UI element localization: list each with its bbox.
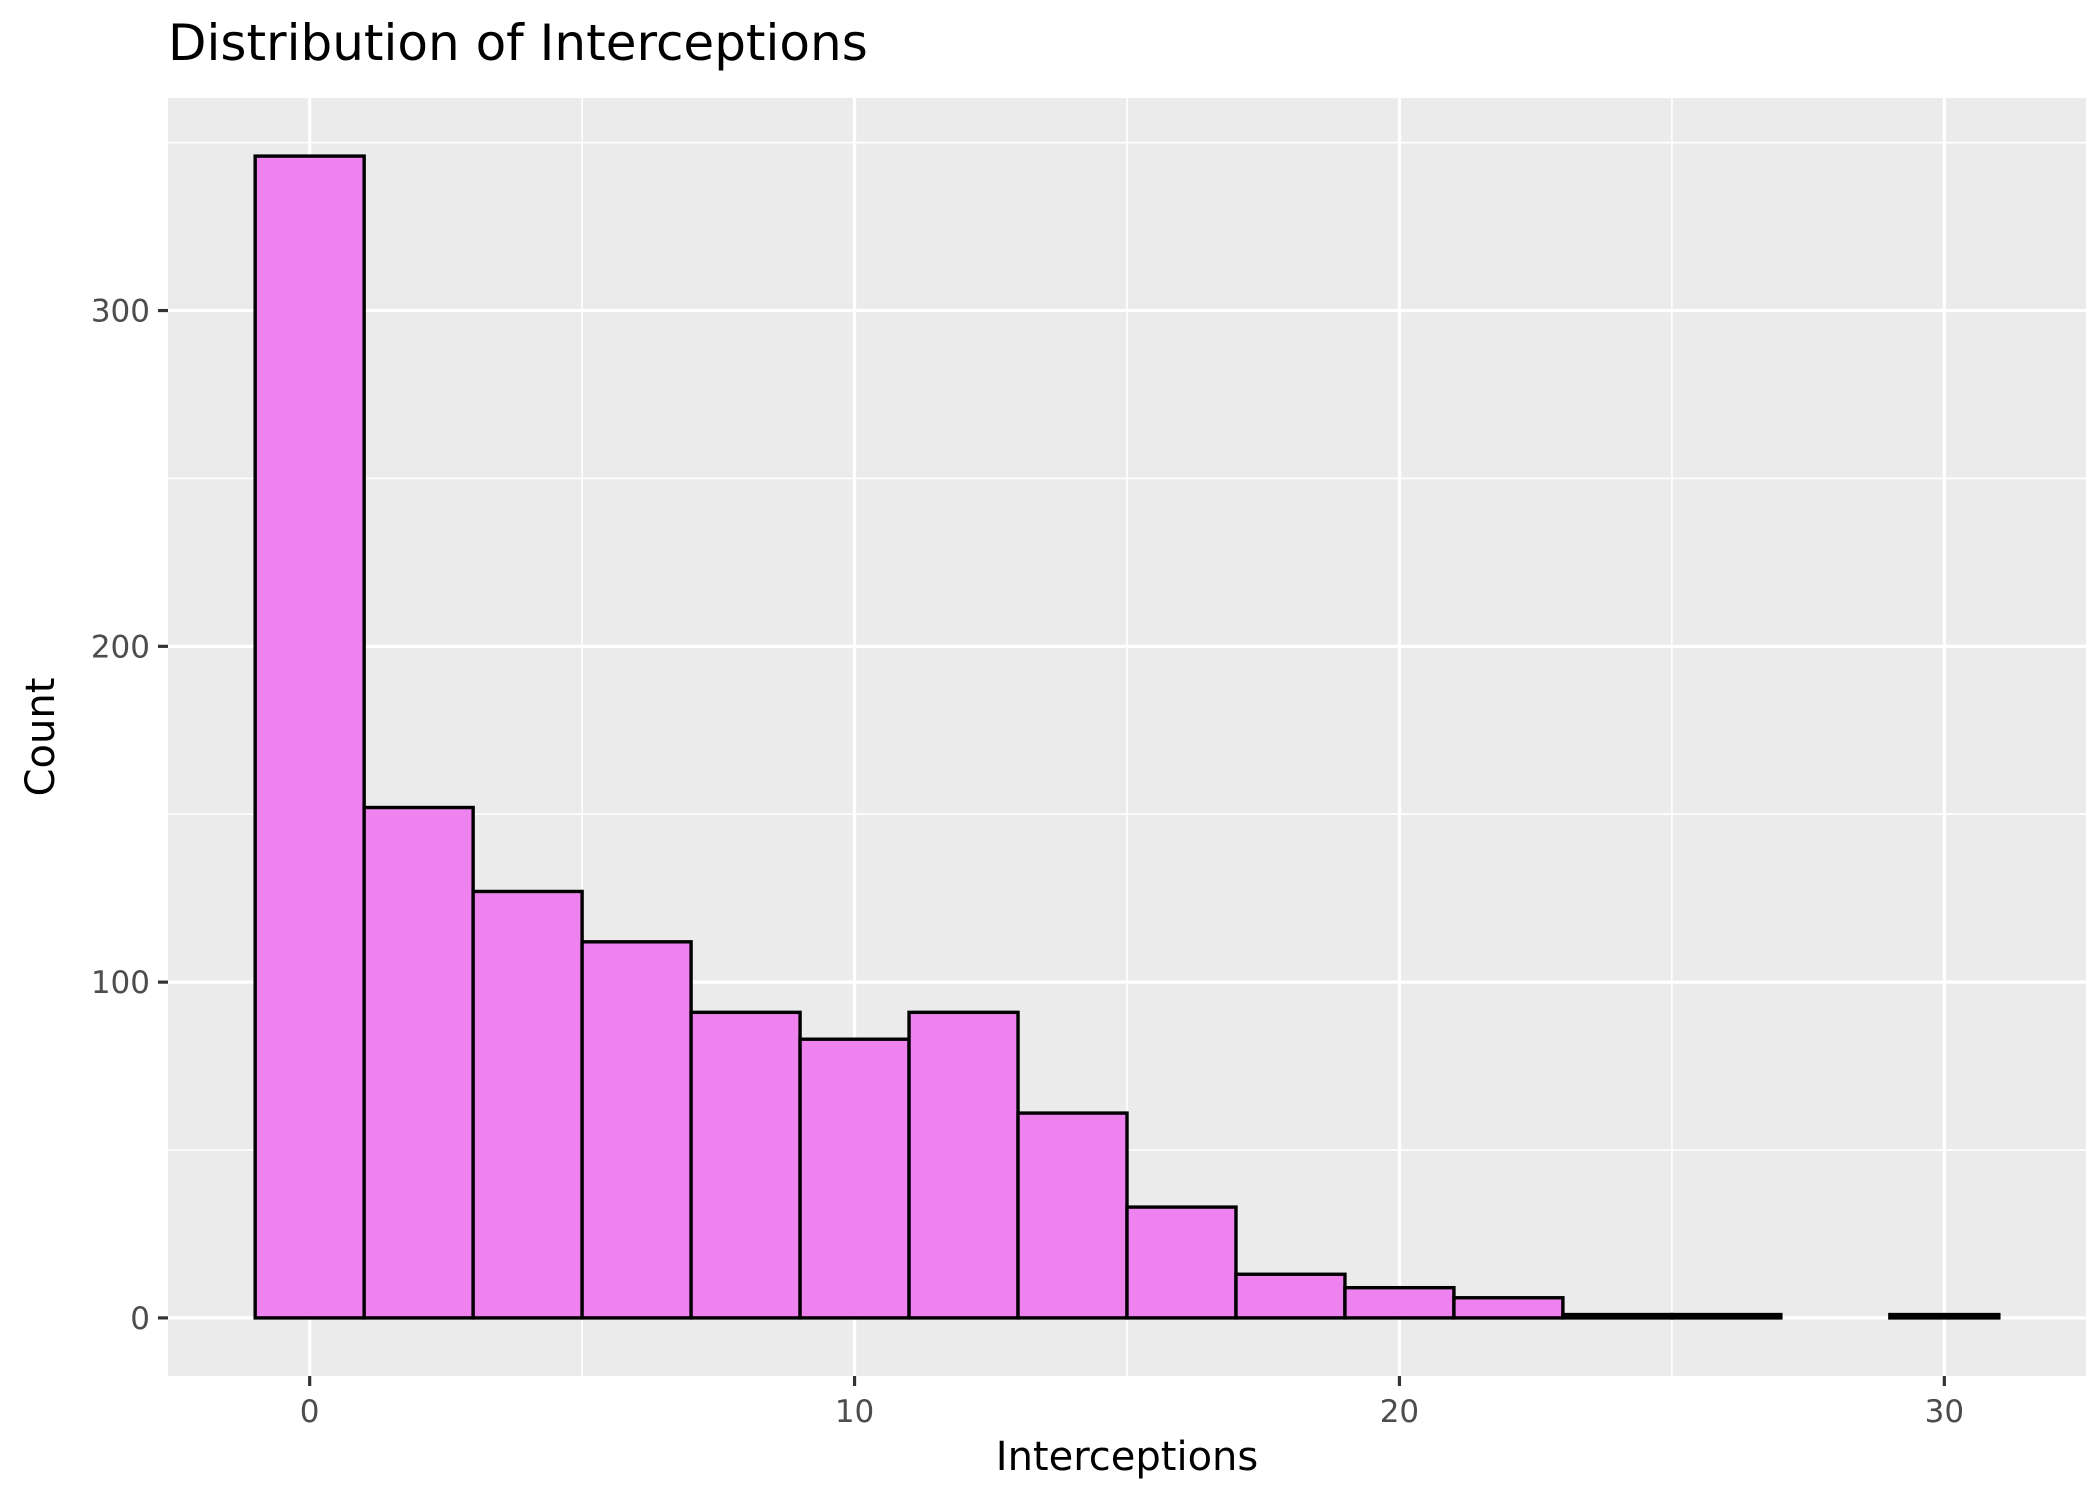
- y-axis-title: Count: [18, 678, 64, 797]
- histogram-bar: [907, 1010, 1020, 1320]
- y-tick-label: 200: [91, 629, 150, 665]
- x-axis-title: Interceptions: [996, 1434, 1258, 1480]
- histogram-bar: [1561, 1312, 1674, 1320]
- histogram-bar: [580, 940, 693, 1320]
- histogram-bar: [1125, 1205, 1238, 1320]
- x-tick-label: 0: [300, 1394, 320, 1430]
- histogram-bar: [689, 1010, 802, 1320]
- histogram-bars: [253, 154, 2001, 1320]
- histogram-bar: [1670, 1312, 1783, 1320]
- chart-title: Distribution of Interceptions: [168, 14, 868, 72]
- x-axis: 0 10 20 30: [300, 1376, 1964, 1430]
- histogram-bar: [362, 805, 475, 1320]
- histogram-bar: [1016, 1111, 1129, 1320]
- histogram-bar: [1888, 1312, 2001, 1320]
- histogram-bar: [798, 1037, 911, 1320]
- x-tick-label: 10: [835, 1394, 874, 1430]
- y-tick-label: 0: [130, 1301, 150, 1337]
- x-tick-label: 20: [1380, 1394, 1419, 1430]
- histogram-bar: [1452, 1296, 1565, 1320]
- y-tick-label: 100: [91, 965, 150, 1001]
- y-axis: 0 100 200 300: [91, 294, 168, 1337]
- histogram-bar: [1343, 1285, 1456, 1320]
- histogram-bar: [253, 154, 366, 1320]
- histogram-bar: [1234, 1272, 1347, 1320]
- y-tick-label: 300: [91, 294, 150, 330]
- x-tick-label: 30: [1925, 1394, 1964, 1430]
- histogram-bar: [471, 889, 584, 1320]
